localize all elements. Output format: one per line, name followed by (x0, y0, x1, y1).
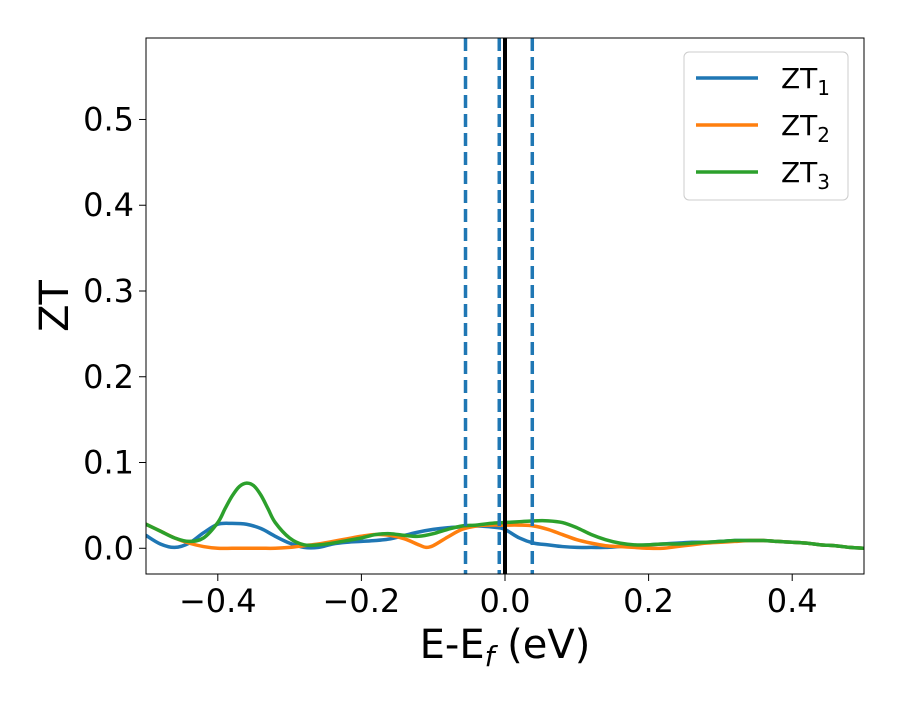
legend-box (683, 51, 849, 201)
legend-items: ZT1 ZT2 ZT3 (696, 62, 830, 194)
x-axis-label-main: E-E (420, 622, 485, 668)
y-axis: 0.0 0.1 0.2 0.3 0.4 0.5 (83, 100, 146, 567)
x-tick-label: 0.4 (767, 582, 818, 620)
y-tick-label: 0.0 (83, 529, 134, 567)
y-tick-label: 0.1 (83, 444, 134, 482)
y-tick-label: 0.5 (83, 100, 134, 138)
x-tick-label: −0.4 (179, 582, 257, 620)
legend: ZT1 ZT2 ZT3 (683, 51, 849, 201)
reference-lines (463, 38, 535, 574)
x-axis-label: E-Ef (eV) (420, 622, 591, 673)
x-tick-label: −0.2 (323, 582, 401, 620)
x-axis: −0.4 −0.2 0.0 0.2 0.4 (179, 574, 818, 620)
y-axis-label: ZT (32, 280, 78, 332)
legend-label-2: ZT2 (781, 109, 830, 147)
x-axis-label-tail: (eV) (494, 622, 590, 668)
legend-label-3: ZT3 (781, 156, 830, 194)
series-line-3 (146, 481, 864, 551)
y-tick-label: 0.4 (83, 186, 134, 224)
x-tick-label: 0.0 (480, 582, 531, 620)
y-tick-label: 0.2 (83, 358, 134, 396)
x-tick-label: 0.2 (623, 582, 674, 620)
y-tick-label: 0.3 (83, 272, 134, 310)
legend-label-1: ZT1 (781, 62, 830, 100)
